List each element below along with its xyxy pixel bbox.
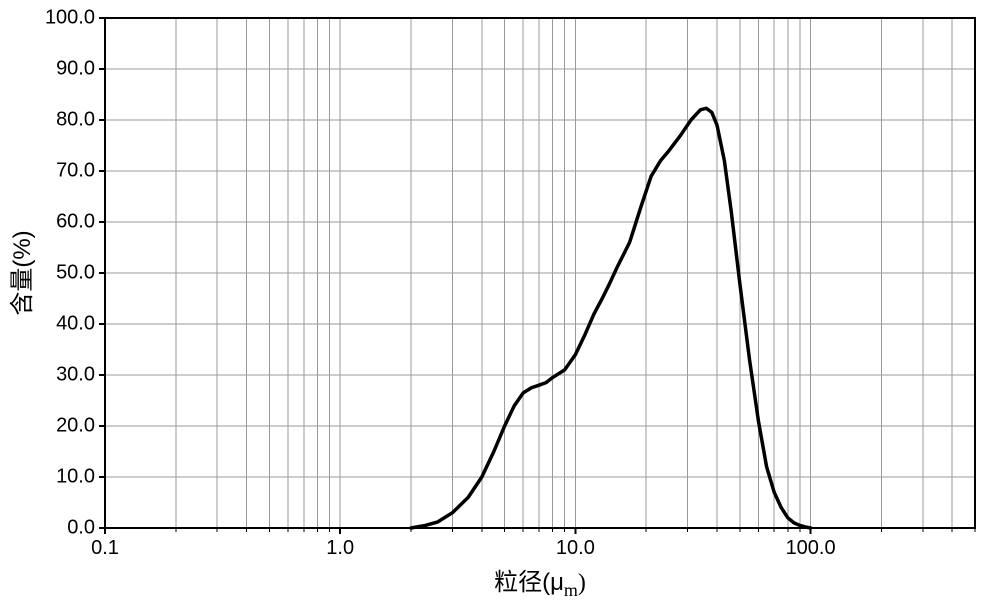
y-tick-label: 70.0: [56, 159, 95, 181]
y-tick-label: 20.0: [56, 414, 95, 436]
y-tick-label: 40.0: [56, 312, 95, 334]
y-tick-label: 80.0: [56, 108, 95, 130]
y-tick-label: 30.0: [56, 363, 95, 385]
x-tick-label: 0.1: [91, 537, 119, 559]
y-tick-label: 10.0: [56, 465, 95, 487]
x-tick-label: 1.0: [326, 537, 354, 559]
y-tick-label: 0.0: [67, 516, 95, 538]
x-tick-label: 10.0: [556, 537, 595, 559]
particle-size-chart: 0.0 10.0 20.0 30.0 40.0 50.0 60.0 70.0 80.0 90.0 1…: [0, 0, 1000, 613]
chart-container: 0.0 10.0 20.0 30.0 40.0 50.0 60.0 70.0 80.0 90.0 1…: [0, 0, 1000, 613]
x-tick-label: 100.0: [786, 537, 836, 559]
y-tick-label: 60.0: [56, 210, 95, 232]
y-tick-label: 100.0: [45, 6, 95, 28]
y-tick-label: 50.0: [56, 261, 95, 283]
y-axis-title: 含量(%): [9, 230, 36, 315]
y-tick-label: 90.0: [56, 57, 95, 79]
